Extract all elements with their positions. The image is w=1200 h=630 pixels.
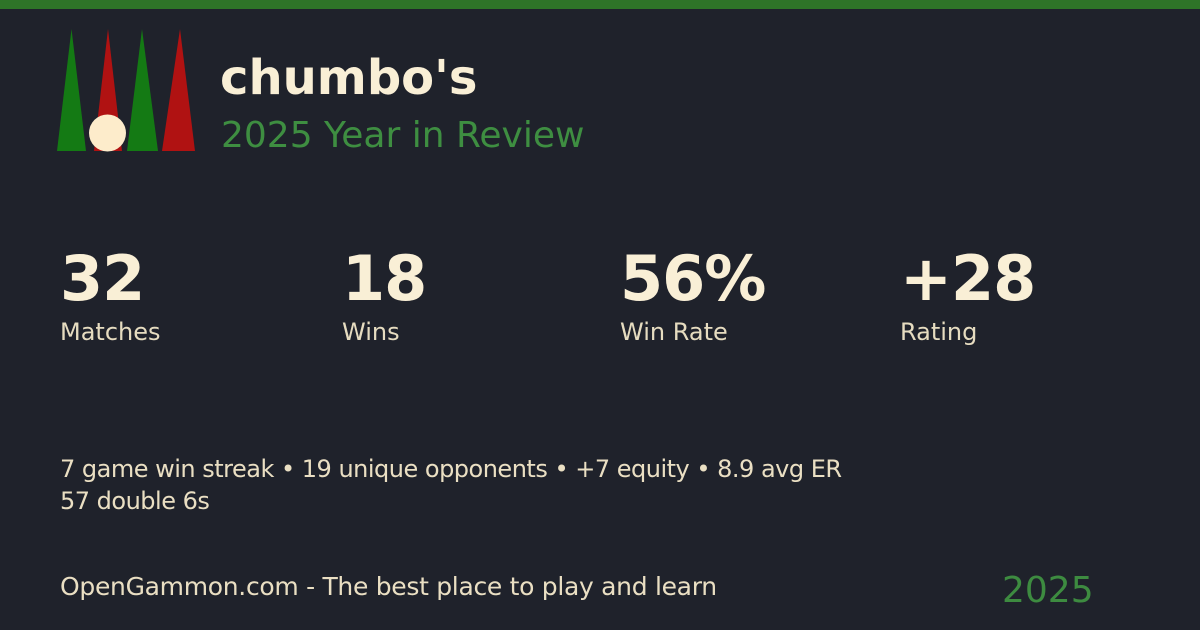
stat-label: Win Rate [620, 318, 728, 346]
backgammon-logo-icon [57, 29, 195, 152]
page-title: chumbo's [220, 50, 478, 106]
stat-rating: +28 Rating [900, 242, 1036, 346]
stat-matches: 32 Matches [60, 242, 161, 346]
page-subtitle: 2025 Year in Review [221, 115, 585, 156]
stat-label: Matches [60, 318, 161, 346]
stat-value: 18 [342, 242, 427, 315]
footer-year: 2025 [1002, 570, 1094, 611]
backgammon-point-1 [57, 29, 86, 151]
checker-icon [89, 114, 126, 152]
stat-value: +28 [900, 242, 1036, 315]
footer-tagline: OpenGammon.com - The best place to play … [60, 572, 717, 601]
top-accent-bar [0, 0, 1200, 9]
stat-value: 32 [60, 242, 145, 315]
highlights-line-1: 7 game win streak • 19 unique opponents … [60, 455, 842, 483]
backgammon-point-3 [127, 29, 158, 151]
stat-value: 56% [620, 242, 766, 315]
backgammon-point-4 [162, 29, 195, 151]
stat-win-rate: 56% Win Rate [620, 242, 766, 346]
stat-wins: 18 Wins [342, 242, 427, 346]
highlights-block: 7 game win streak • 19 unique opponents … [60, 453, 842, 517]
stat-label: Rating [900, 318, 978, 346]
stat-label: Wins [342, 318, 400, 346]
highlights-line-2: 57 double 6s [60, 487, 210, 515]
